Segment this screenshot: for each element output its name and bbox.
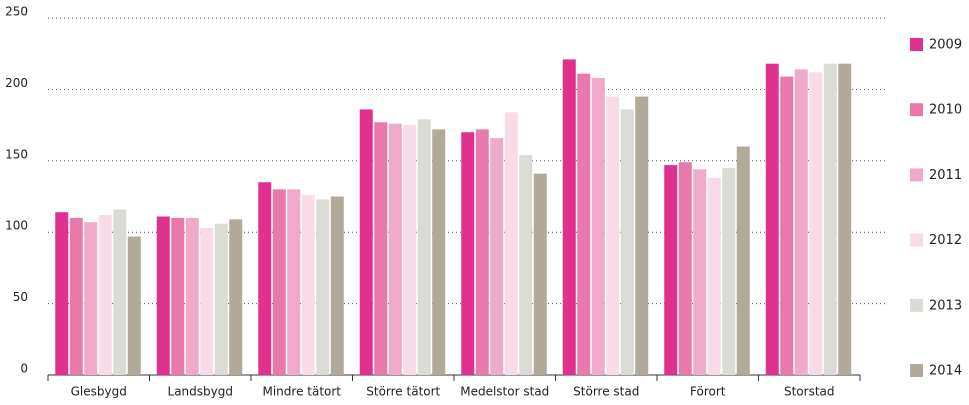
- y-tick-label: 150: [5, 147, 28, 161]
- bar: [301, 195, 315, 375]
- x-tick-label: Mindre tätort: [262, 385, 341, 399]
- bar: [374, 122, 388, 375]
- bar: [562, 59, 576, 376]
- bar: [693, 169, 707, 375]
- y-tick-label: 100: [5, 219, 28, 233]
- bar: [678, 162, 692, 375]
- bar: [200, 227, 214, 375]
- x-tick-label: Förort: [690, 385, 726, 399]
- bar: [780, 76, 794, 375]
- bar: [69, 217, 83, 375]
- x-tick-label: Större tätort: [366, 385, 440, 399]
- bar: [98, 215, 112, 375]
- bar: [287, 189, 301, 375]
- bar: [55, 212, 69, 375]
- legend-label: 2014: [929, 364, 962, 379]
- bar: [185, 217, 199, 375]
- x-tick-label: Landsbygd: [168, 385, 233, 399]
- bar: [664, 165, 678, 375]
- bar: [388, 123, 402, 375]
- bar: [113, 209, 127, 375]
- legend-label: 2010: [929, 103, 962, 118]
- bar: [533, 173, 547, 375]
- bar: [722, 167, 736, 375]
- bar: [316, 199, 330, 375]
- bar: [635, 96, 649, 375]
- bar: [620, 109, 634, 375]
- bar: [272, 189, 286, 375]
- bar: [330, 196, 344, 375]
- bar: [403, 125, 417, 375]
- bar: [519, 155, 533, 375]
- bar: [707, 177, 721, 375]
- bar: [490, 137, 504, 375]
- legend-label: 2013: [929, 298, 962, 313]
- bar: [765, 63, 779, 376]
- bar: [258, 182, 272, 375]
- y-tick-label: 250: [5, 5, 28, 19]
- y-tick-label: 0: [20, 362, 28, 376]
- legend-swatch: [910, 233, 923, 247]
- bar: [171, 217, 185, 375]
- bar: [606, 96, 620, 375]
- bar: [229, 219, 243, 375]
- bar: [823, 63, 837, 376]
- y-tick-label: 200: [5, 76, 28, 90]
- bar: [591, 77, 605, 375]
- bar: [461, 132, 475, 375]
- bar: [214, 223, 228, 375]
- legend-label: 2011: [929, 168, 962, 183]
- bar: [359, 109, 373, 375]
- bar: [577, 73, 591, 375]
- legend-swatch: [910, 38, 923, 51]
- x-tick-label: Glesbygd: [71, 385, 127, 399]
- x-tick-label: Medelstor stad: [460, 385, 549, 399]
- bar: [736, 146, 750, 375]
- legend-label: 2009: [929, 38, 962, 53]
- legend-label: 2012: [929, 233, 962, 248]
- bar: [809, 72, 823, 375]
- x-tick-label: Storstad: [784, 385, 835, 399]
- legend-swatch: [910, 103, 923, 117]
- legend-swatch: [910, 298, 923, 312]
- legend-swatch: [910, 364, 923, 377]
- bar: [475, 129, 489, 375]
- x-tick-label: Större stad: [573, 385, 639, 399]
- bar: [432, 129, 446, 375]
- bar: [794, 69, 808, 376]
- bar: [84, 222, 98, 375]
- bar: [838, 63, 852, 376]
- legend-swatch: [910, 168, 923, 182]
- bar: [127, 236, 141, 375]
- bar: [417, 119, 431, 375]
- bar: [156, 216, 170, 375]
- y-tick-label: 50: [13, 290, 28, 304]
- bar: [504, 112, 518, 376]
